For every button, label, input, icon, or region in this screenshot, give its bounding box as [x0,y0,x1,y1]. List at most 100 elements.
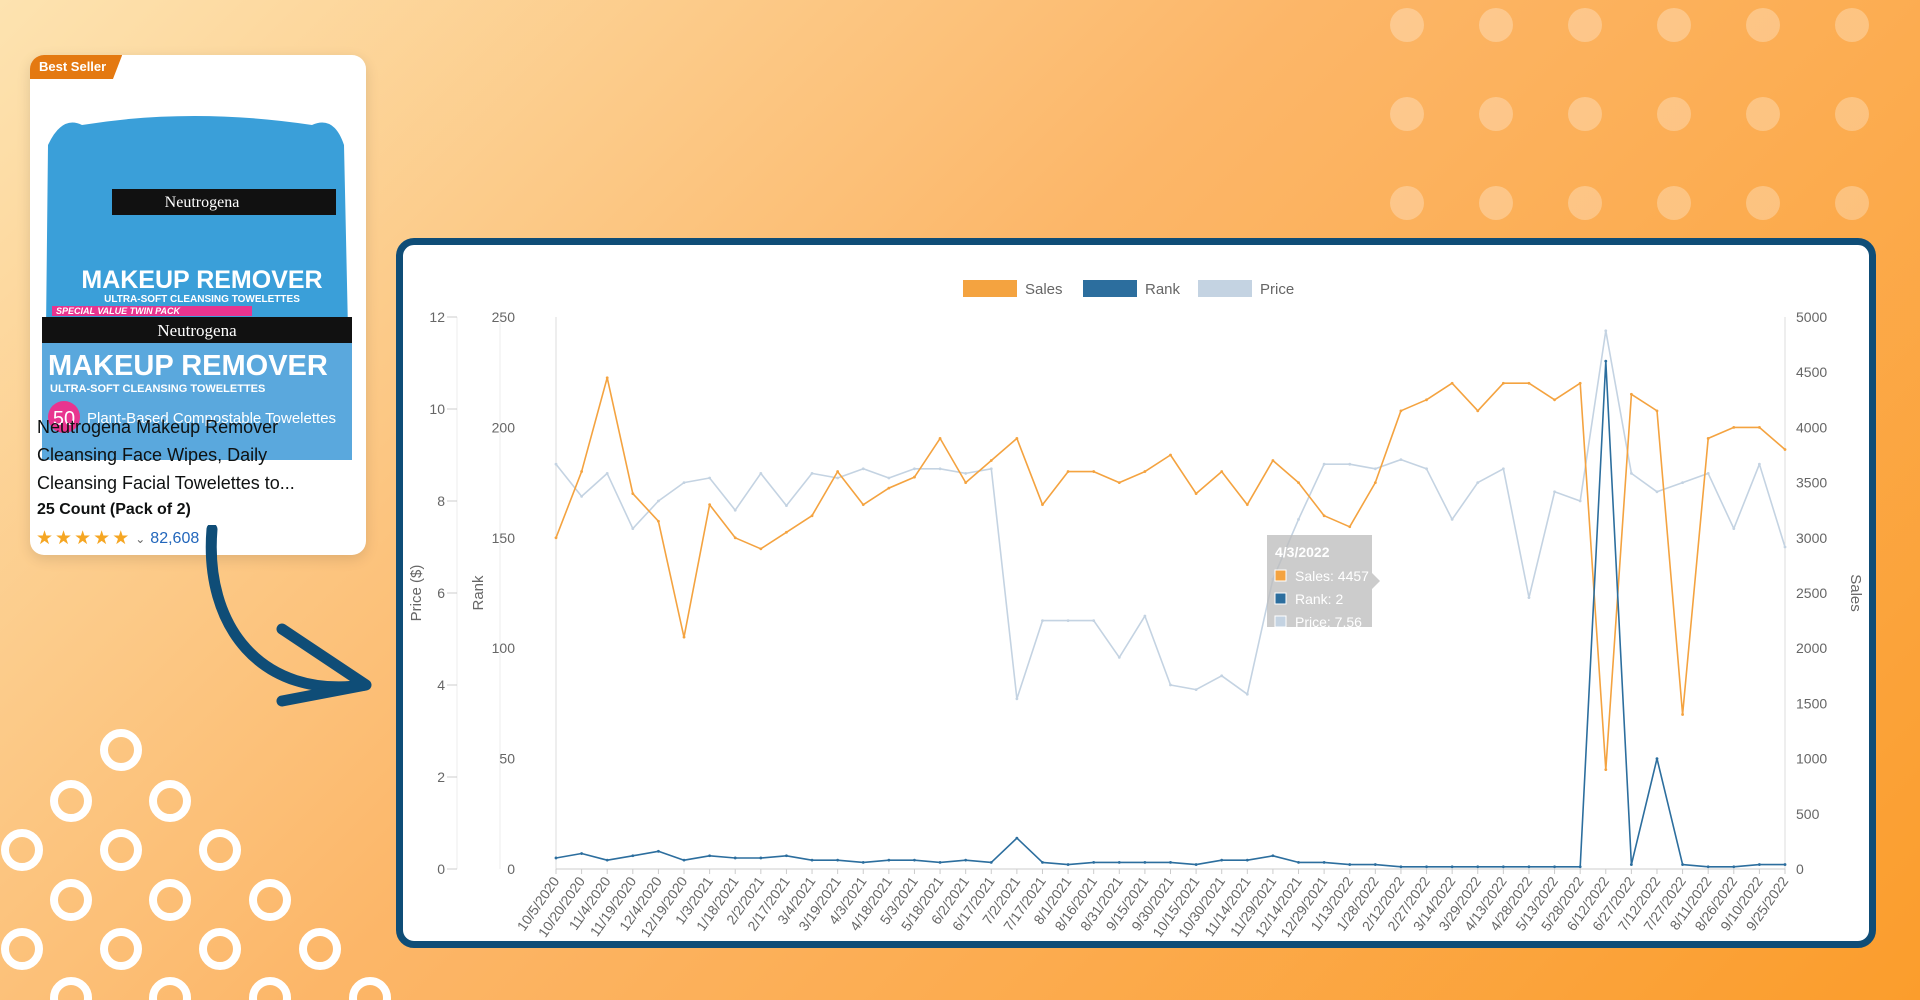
series-price-point [964,472,968,475]
price-tick-label: 8 [437,493,445,509]
brand-strip-back [112,189,336,215]
star-icon: ★ [112,528,130,549]
rank-tick-label: 100 [492,640,516,656]
product-title-line[interactable]: Cleansing Facial Towelettes to... [37,473,295,493]
series-rank-point [1271,854,1275,858]
price-tick-label: 0 [437,861,445,877]
series-price-point [631,527,635,530]
sales-rank-price-chart[interactable]: 0246810120501001502002500500100015002000… [403,245,1869,941]
series-rank-point [1757,863,1761,866]
legend-swatch[interactable] [963,280,1017,297]
sales-tick-label: 3000 [1796,530,1827,546]
rating-row[interactable]: ★ ★ ★ ★ ★ ⌄ 82,608 [36,529,199,549]
series-rank-point [810,858,814,862]
series-sales-point [1425,398,1428,402]
series-sales-point [785,530,788,534]
package-title-front: MAKEUP REMOVER [48,350,328,382]
series-price-point [1373,467,1377,471]
series-rank-point [1117,860,1121,864]
series-rank-point [1092,860,1096,864]
tooltip-line: Rank: 2 [1295,591,1343,607]
price-tick-label: 10 [429,401,445,417]
series-sales-point [1783,448,1787,451]
series-price-point [1578,499,1582,503]
series-price-point [1706,472,1710,475]
rank-tick-label: 150 [492,530,516,546]
package-title-back: MAKEUP REMOVER [81,266,322,294]
product-image[interactable]: Neutrogena MAKEUP REMOVER ULTRA-SOFT CLE… [42,85,352,460]
series-rank-point [861,860,865,864]
star-icon: ★ [36,528,54,549]
series-sales-point [759,547,763,551]
series-rank-point [1194,863,1198,866]
legend-swatch[interactable] [1083,280,1137,297]
series-price-point [989,467,993,471]
series-price-point [1015,697,1019,701]
sales-tick-label: 5000 [1796,309,1827,325]
price-tick-label: 6 [437,585,445,601]
product-card[interactable]: Best Seller Neutrogena MAKEUP REMOVER UL… [30,55,366,555]
price-tick-label: 12 [429,309,445,325]
tooltip-box [1267,535,1380,627]
series-price-point [1450,518,1454,521]
legend-label[interactable]: Sales [1025,281,1063,298]
series-rank-point [1450,865,1454,869]
series-sales-point [1706,437,1710,440]
series-sales-point [580,470,584,473]
series-price-point [580,495,584,498]
series-price-point [1655,490,1659,494]
series-sales-point [1629,392,1633,396]
series-rank-point [733,856,737,860]
chart-legend[interactable]: Sales Rank Price [963,280,1294,298]
series-rank-point [1732,865,1736,869]
review-count-link[interactable]: 82,608 [150,530,200,547]
product-title[interactable]: Neutrogena Makeup Remover Cleansing Face… [37,413,357,497]
series-price-point [938,467,942,471]
series-price-point [1399,458,1403,461]
legend-label[interactable]: Rank [1145,281,1181,298]
chevron-down-icon[interactable]: ⌄ [135,532,146,546]
package-brand-front: Neutrogena [157,321,237,340]
series-sales-point [1041,503,1044,507]
series-sales-point [1169,453,1172,457]
series-price-point [785,504,788,507]
series-rank-point [1297,860,1300,864]
series-price-point [1757,462,1761,466]
sales-axis-title: Sales [1847,574,1864,612]
series-price-point [1553,490,1556,494]
series-sales-point [1732,426,1736,429]
series-price-point [1143,614,1147,618]
series-rank-point [1681,863,1684,866]
series-sales-point [631,492,635,496]
series-rank-point [1322,860,1326,864]
sales-tick-label: 2000 [1796,640,1827,656]
series-sales-point [1553,398,1556,402]
legend-label[interactable]: Price [1260,281,1294,298]
tooltip-swatch [1274,592,1287,605]
series-price-point [1322,462,1326,466]
series-sales-point [1245,503,1249,507]
chart-panel: 0 2 4 6 8 10 12 0 50 100 150 200 250 0 500 1000 1500 2000… [396,238,1876,948]
series-sales-point [810,514,814,518]
series-price-point [682,481,686,484]
price-tick-label: 4 [437,677,445,693]
series-price-point [1501,467,1505,471]
series-rank-point [989,860,993,864]
series-price-point [836,476,840,480]
legend-swatch[interactable] [1198,280,1252,297]
series-rank-point [1706,865,1710,869]
product-title-line[interactable]: Neutrogena Makeup Remover [37,417,279,437]
chart-series [554,329,1787,869]
count-circle [48,401,80,433]
dot-grid [1390,8,1869,220]
series-sales-point [1015,437,1019,440]
series-rank-point [1476,865,1480,869]
series-sales-point [1194,492,1198,496]
series-rank-point [554,856,558,860]
star-icon: ★ [55,528,73,549]
series-rank-point [785,854,788,858]
series-rank-point [1553,865,1556,869]
best-seller-badge: Best Seller [30,55,123,79]
sales-tick-label: 1500 [1796,695,1827,711]
product-title-line[interactable]: Cleansing Face Wipes, Daily [37,445,268,465]
